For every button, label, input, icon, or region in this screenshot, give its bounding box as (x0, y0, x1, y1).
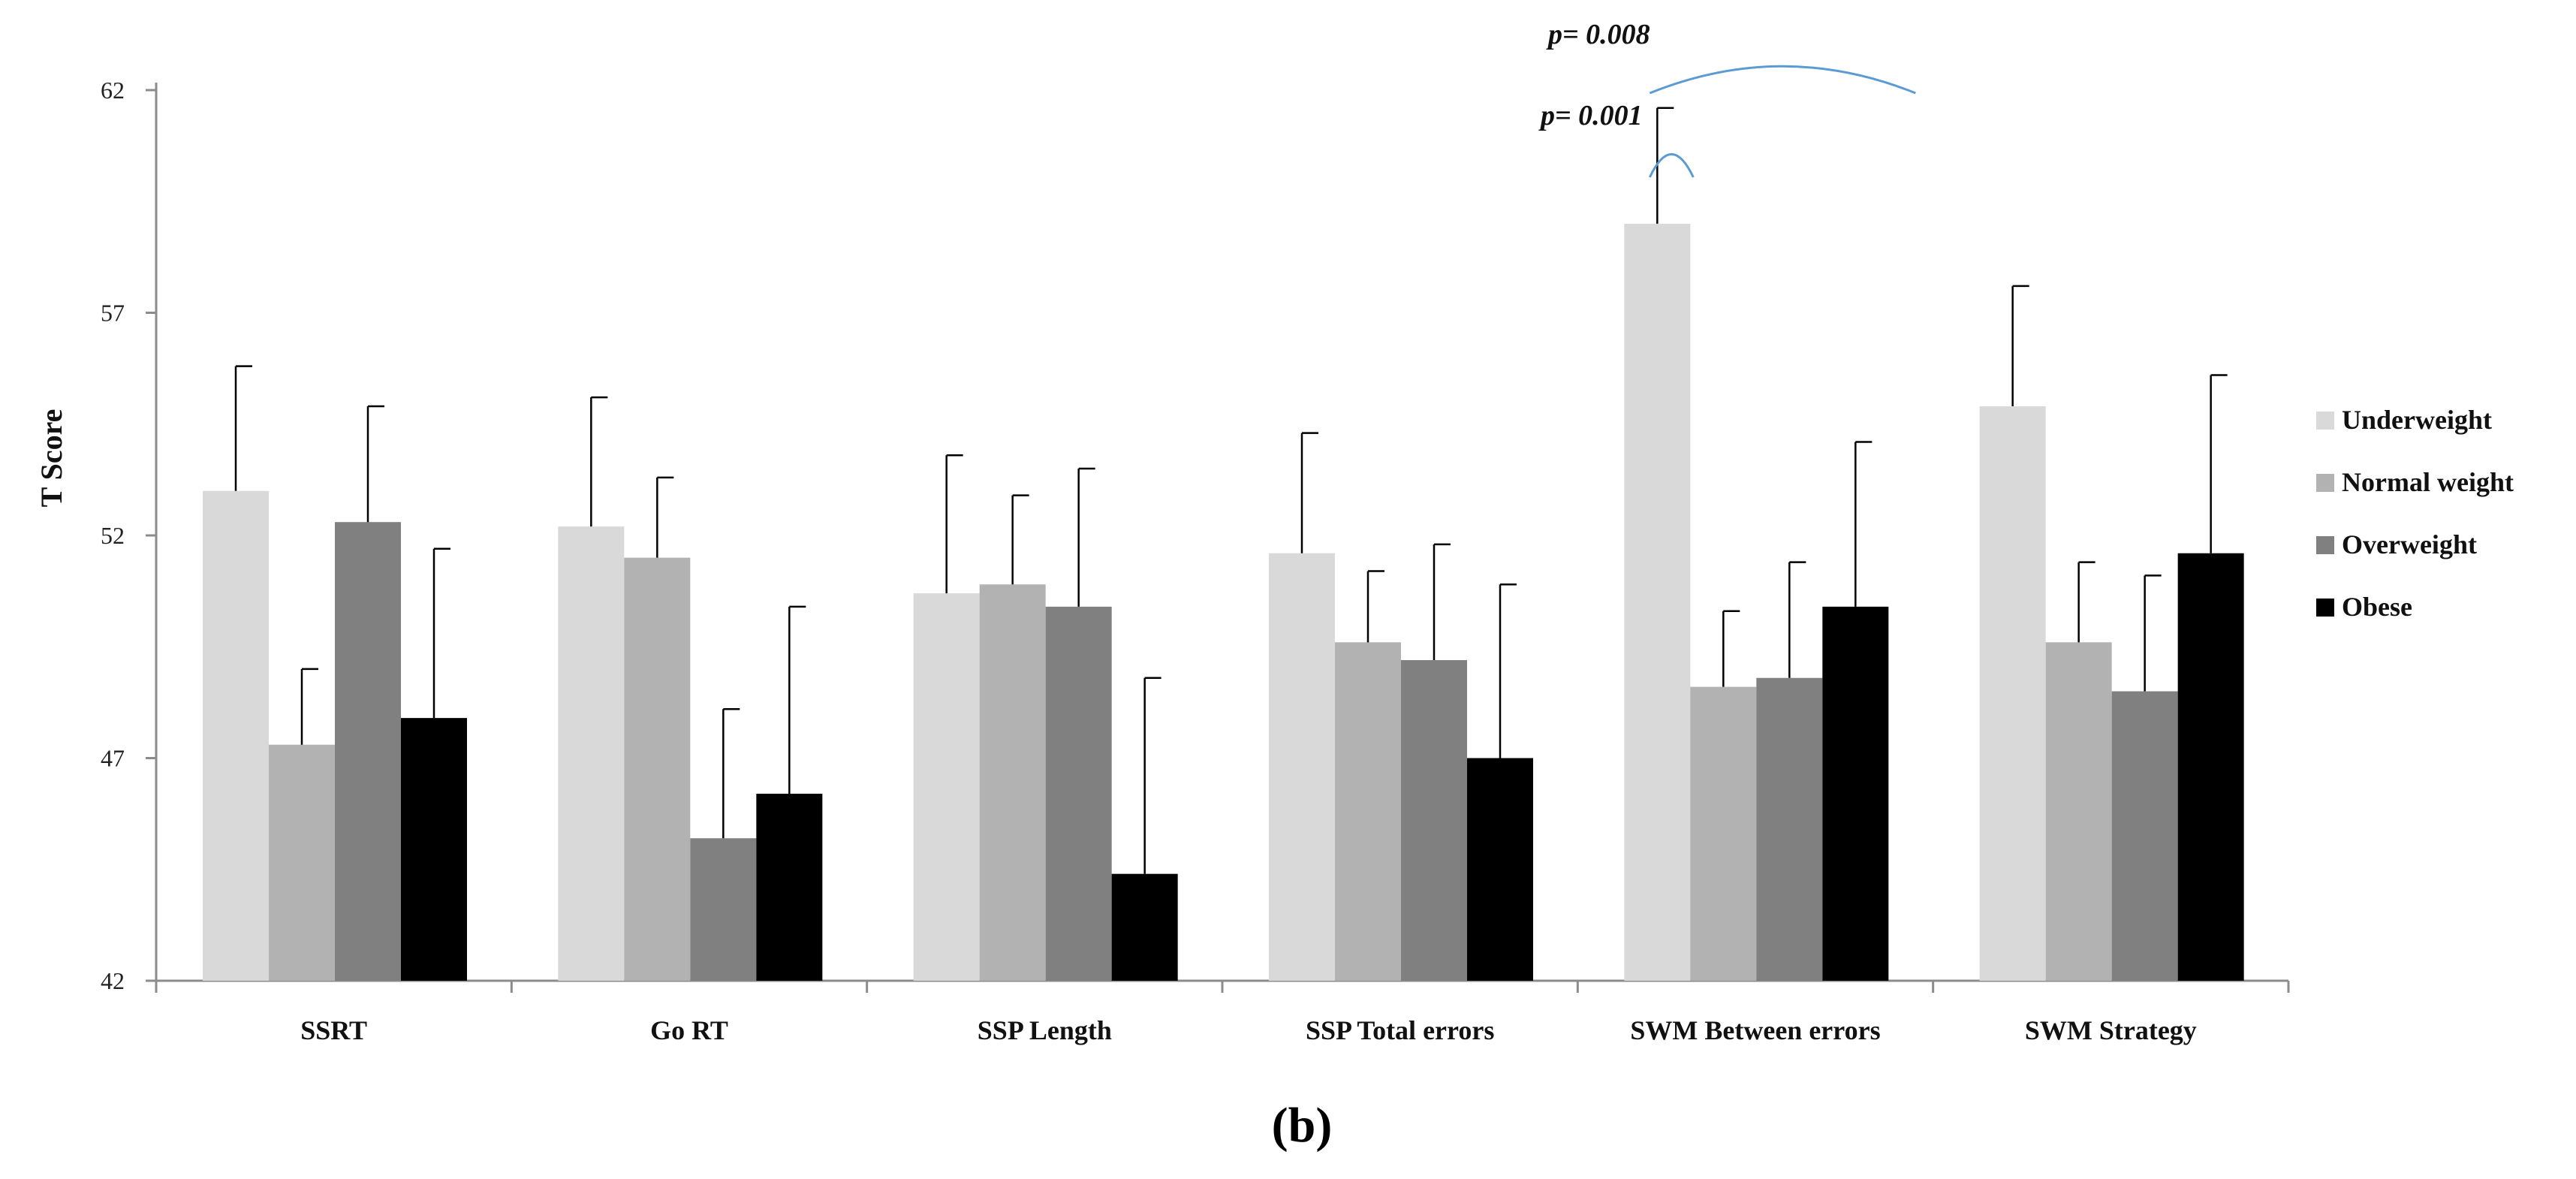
bar (203, 490, 269, 981)
bars (203, 107, 2244, 981)
legend-swatch (2316, 599, 2334, 617)
y-tick-label: 42 (101, 967, 125, 994)
legend-swatch (2316, 536, 2334, 554)
legend: Underweight Normal weight Overweight Obese (2316, 405, 2514, 622)
bar (1690, 686, 1757, 981)
x-tick-label: SSRT (300, 1015, 367, 1045)
bar (913, 593, 980, 981)
bar (401, 718, 467, 981)
y-tick-label: 52 (101, 522, 125, 549)
x-tick-label: SWM Strategy (2025, 1015, 2197, 1045)
bar (624, 557, 691, 981)
panel-label: (b) (1272, 1098, 1333, 1153)
x-tick-label: SSP Total errors (1306, 1015, 1494, 1045)
bar (2177, 553, 2244, 981)
bar (2045, 642, 2112, 981)
y-tick-label: 62 (101, 77, 125, 104)
legend-label: Normal weight (2342, 467, 2514, 497)
significance-arc (1649, 65, 1916, 95)
legend-label: Underweight (2342, 405, 2492, 435)
legend-swatch (2316, 474, 2334, 492)
axes: 42 47 52 57 62 SSRT Go RT SSP Length SSP Total e… (101, 77, 2290, 1045)
x-tick-label: SSP Length (978, 1015, 1112, 1045)
bar (269, 744, 335, 981)
legend-label: Obese (2342, 592, 2412, 622)
bar (1401, 660, 1467, 981)
bar (1822, 606, 1889, 981)
bar (1111, 873, 1178, 981)
legend-label: Overweight (2342, 529, 2477, 559)
bar (1467, 758, 1533, 981)
x-tick-label: SWM Between errors (1630, 1015, 1880, 1045)
bar (558, 526, 625, 981)
p-value-label: p= 0.001 (1538, 100, 1643, 131)
bar (1624, 223, 1691, 981)
y-tick-label: 57 (101, 300, 125, 327)
bar (335, 522, 401, 981)
bar (756, 793, 823, 981)
x-tick-label: Go RT (650, 1015, 728, 1045)
legend-swatch (2316, 412, 2334, 430)
significance-arc (1648, 153, 1695, 178)
bar (1979, 406, 2046, 981)
y-axis-label: T Score (35, 409, 68, 508)
y-tick-label: 47 (101, 745, 125, 772)
bar (1269, 553, 1335, 981)
bar (979, 584, 1046, 981)
bar (690, 838, 757, 981)
bar (1045, 606, 1112, 981)
p-value-label: p= 0.008 (1546, 19, 1650, 50)
bar (2111, 691, 2178, 981)
significance-annotations: p= 0.008 p= 0.001 (1538, 19, 1916, 178)
bar (1756, 677, 1823, 981)
bar (1335, 642, 1401, 981)
